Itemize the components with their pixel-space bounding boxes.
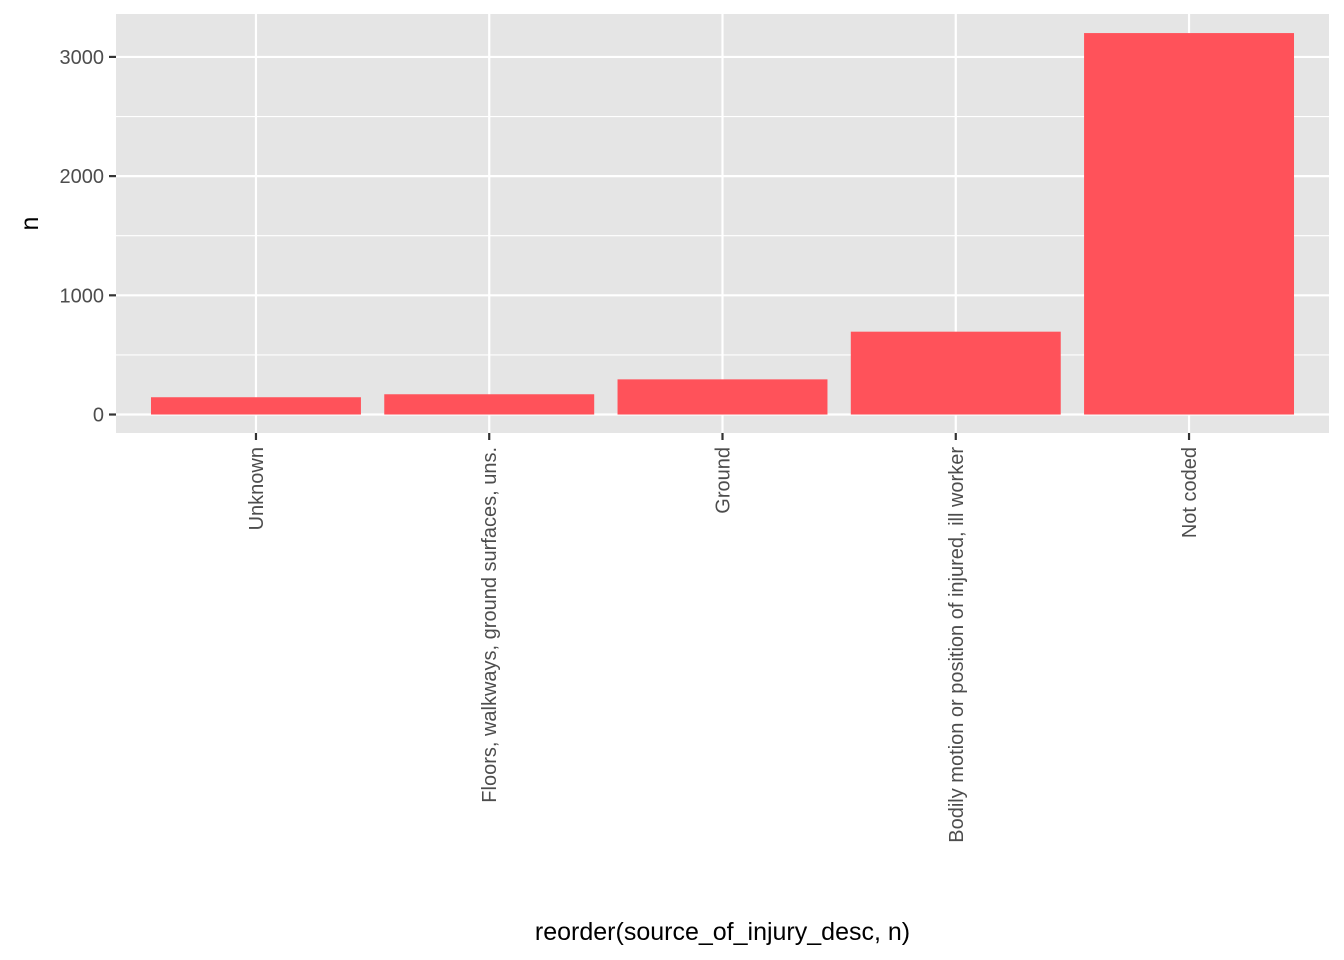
bar: [850, 331, 1061, 415]
bar: [150, 397, 361, 415]
x-tick-label: Ground: [713, 447, 735, 514]
x-tick-label: Not coded: [1179, 447, 1201, 538]
x-axis-title: reorder(source_of_injury_desc, n): [535, 918, 910, 946]
bars: [150, 33, 1295, 415]
y-tick-label: 1000: [60, 285, 105, 307]
y-tick-label: 3000: [60, 47, 105, 69]
bar: [1084, 33, 1295, 415]
bar: [384, 394, 595, 415]
bar: [617, 379, 828, 415]
x-axis: Unknown Floors, walkways, ground surfaces…: [246, 433, 1201, 843]
x-tick-label: Bodily motion or position of injured, il…: [946, 447, 968, 843]
y-axis: 0 1000 2000 3000: [60, 47, 116, 427]
y-tick-label: 0: [93, 405, 104, 427]
x-tick-label: Floors, walkways, ground surfaces, uns.: [479, 447, 501, 803]
x-tick-label: Unknown: [246, 447, 268, 530]
y-tick-label: 2000: [60, 166, 105, 188]
y-axis-title: n: [16, 217, 44, 231]
